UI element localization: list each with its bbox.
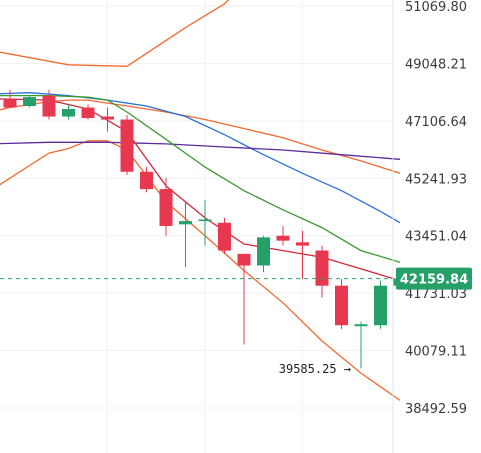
candle-body: [257, 237, 270, 266]
candle: [335, 278, 348, 329]
candle-body: [374, 285, 387, 326]
grid-layer: [0, 0, 393, 453]
candle: [374, 280, 387, 329]
candle-body: [159, 189, 173, 226]
candle-body: [354, 324, 368, 327]
y-tick-label: 43451.04: [405, 230, 467, 245]
candles: [3, 89, 407, 369]
y-tick-label: 38492.59: [405, 402, 467, 417]
candle-body: [315, 250, 329, 286]
y-tick-label: 45241.93: [405, 172, 467, 187]
indicator-line: [0, 94, 401, 263]
candle-body: [42, 95, 56, 117]
annotations: 39585.25 →: [279, 362, 351, 376]
indicator-line: [0, 141, 401, 160]
y-tick-label: 49048.21: [405, 57, 467, 72]
candle: [179, 201, 192, 268]
candle: [101, 107, 114, 132]
candle: [159, 178, 173, 236]
candle: [81, 104, 95, 120]
indicator-line: [0, 92, 401, 224]
candle-body: [276, 235, 290, 241]
candle: [354, 321, 368, 369]
candle-body: [101, 116, 114, 120]
price-axis: 51069.80 49048.21 47106.64 45241.93 43451.04…: [392, 0, 472, 453]
current-price-label: 42159.84: [400, 273, 468, 288]
candle: [237, 253, 251, 345]
candle-body: [218, 222, 231, 251]
candle-body: [23, 97, 36, 107]
candle: [198, 200, 212, 246]
indicator-line: [0, 0, 230, 67]
candle-body: [3, 98, 17, 108]
candle: [23, 95, 36, 108]
candle: [315, 245, 329, 298]
candle: [296, 230, 309, 279]
candle: [120, 115, 134, 175]
y-tick-label: 41731.03: [405, 287, 467, 302]
candle: [62, 104, 75, 120]
indicator-line: [0, 99, 401, 174]
candle-body: [140, 171, 153, 190]
current-price-tag-bg: [396, 267, 472, 290]
candle-body: [62, 109, 75, 117]
candle-body: [179, 221, 192, 225]
candle: [42, 89, 56, 120]
candle: [257, 235, 270, 273]
current-price-tag: 42159.84: [396, 267, 472, 290]
candle-body: [296, 242, 309, 246]
candle: [140, 167, 153, 193]
y-tick-label: 47106.64: [405, 115, 467, 130]
candle: [218, 217, 231, 254]
candle: [276, 225, 290, 246]
candle-body: [81, 107, 95, 119]
y-tick-label: 51069.80: [405, 0, 467, 15]
candle: [3, 89, 17, 108]
candle-body: [120, 119, 134, 172]
candle-body: [198, 219, 212, 222]
candle-body: [237, 253, 251, 266]
indicator-lines: [0, 0, 401, 401]
y-tick-label: 40079.11: [405, 345, 467, 360]
low-price-annotation: 39585.25 →: [279, 362, 351, 376]
candle-body: [335, 285, 348, 326]
